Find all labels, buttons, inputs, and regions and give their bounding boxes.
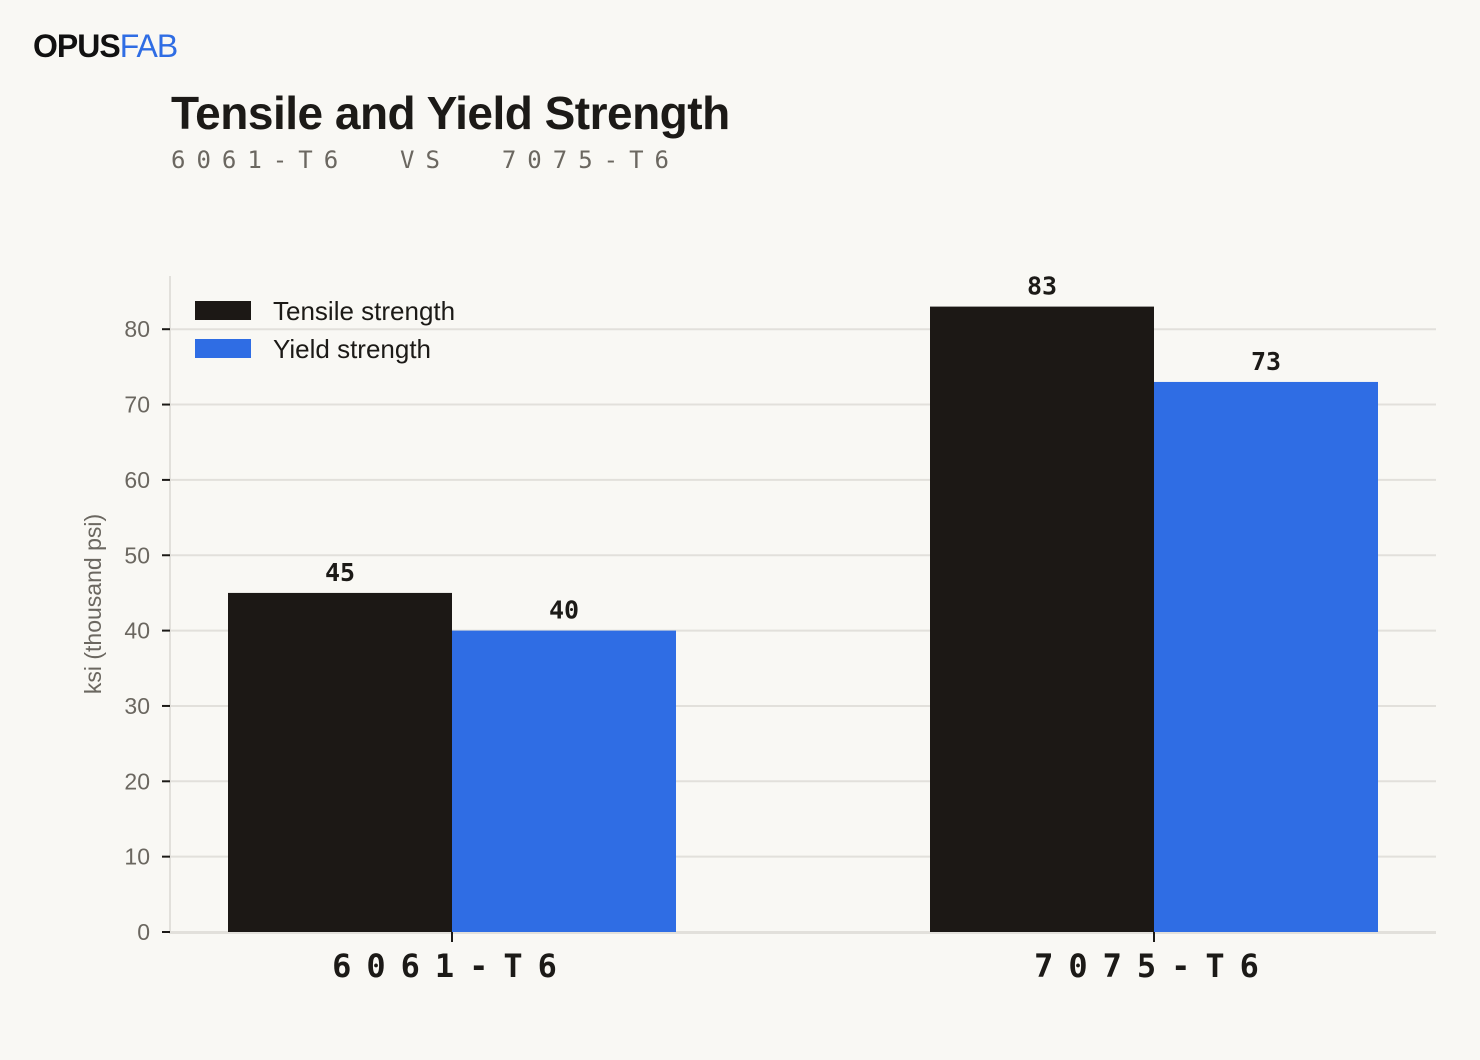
y-axis-label: ksi (thousand psi) (80, 514, 106, 694)
y-tick-label: 30 (124, 693, 150, 719)
y-tick-label: 20 (124, 768, 150, 794)
legend-swatch-tensile (195, 301, 251, 320)
data-label: 73 (1251, 347, 1281, 376)
chart-title: Tensile and Yield Strength (171, 87, 730, 139)
bar-tensile (228, 592, 452, 932)
brand-logo: OPUSFAB (33, 28, 178, 64)
y-tick-label: 60 (124, 467, 150, 493)
bar-yield (1154, 381, 1378, 932)
data-label: 40 (549, 596, 579, 625)
brand-logo-part2: FAB (119, 28, 178, 64)
y-tick-label: 40 (124, 618, 150, 644)
chart-subtitle: 6061-T6 VS 7075-T6 (171, 146, 680, 174)
x-tick-label: 7075-T6 (1034, 947, 1274, 985)
y-tick-label: 80 (124, 316, 150, 342)
y-tick-label: 70 (124, 392, 150, 418)
legend-swatch-yield (195, 339, 251, 358)
data-label: 45 (325, 558, 355, 587)
y-tick-label: 50 (124, 542, 150, 568)
brand-logo-part1: OPUS (33, 28, 121, 64)
bar-yield (452, 630, 676, 932)
legend-label: Yield strength (273, 334, 431, 364)
data-label: 83 (1027, 272, 1057, 301)
y-tick-label: 10 (124, 844, 150, 870)
legend-label: Tensile strength (273, 296, 455, 326)
y-tick-label: 0 (137, 919, 150, 945)
x-tick-label: 6061-T6 (332, 947, 572, 985)
bar-tensile (930, 306, 1154, 933)
